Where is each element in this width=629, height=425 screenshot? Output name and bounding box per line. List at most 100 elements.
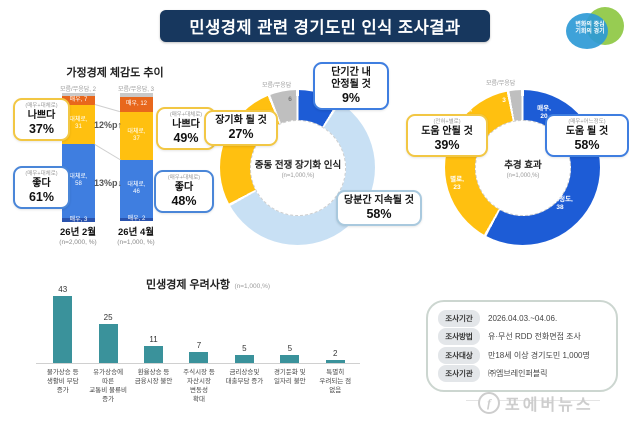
bar bbox=[234, 355, 254, 363]
bar-segment-매우: 매우, 7 bbox=[62, 95, 95, 105]
callout-label: 좋다 bbox=[174, 182, 194, 193]
concern-bar-column: 25 bbox=[85, 285, 130, 363]
bar-value: 7 bbox=[196, 340, 202, 350]
change-up-label: 12%p↑ bbox=[93, 120, 122, 130]
seg-value: 20 bbox=[540, 113, 548, 120]
callout-bad-feb: (매우+대체로) 나쁘다 37% bbox=[13, 98, 70, 141]
logo-slogan: 변화의 중심 기회의 경기 bbox=[568, 22, 612, 36]
bar bbox=[189, 351, 209, 363]
info-row-label: 조사방법 bbox=[438, 328, 480, 346]
budget-donut-title: 추경 효과 bbox=[504, 160, 542, 171]
category-label: 26년 2월 bbox=[60, 227, 96, 238]
callout-percent: 58% bbox=[574, 138, 600, 152]
callout-sub: (매우+대체로) bbox=[25, 103, 58, 109]
info-row-value: 만18세 이상 경기도민 1,000명 bbox=[488, 350, 590, 360]
info-row: 조사기간 2026.04.03.~04.06. bbox=[438, 310, 606, 327]
callout-good-feb: (매우+대체로) 좋다 61% bbox=[13, 166, 70, 209]
bar bbox=[325, 359, 345, 363]
callout-label: 도움 안될 것 bbox=[421, 126, 473, 137]
bar-value: 11 bbox=[149, 334, 158, 344]
budget-seg-somewhat: 어느정도, 38 bbox=[541, 196, 579, 212]
war-unknown-value: 6 bbox=[288, 96, 292, 103]
callout-percent: 61% bbox=[28, 190, 55, 204]
concern-category-label: 경기둔화 및 일자리 불안 bbox=[273, 369, 306, 385]
bar-segment-매우: 매우, 12 bbox=[120, 96, 153, 113]
bar-value: 5 bbox=[242, 344, 247, 354]
concern-bar-column: 7 bbox=[176, 285, 221, 363]
concern-category-label: 물가상승 등 생활비 부담 증가 bbox=[46, 369, 79, 394]
callout-label: 나쁘다 bbox=[27, 110, 56, 121]
forever-news-icon: f bbox=[478, 392, 500, 414]
concerns-category-labels: 물가상승 등 생활비 부담 증가 유가상승에 따른 교통비 물류비 증가 환율상승 … bbox=[40, 368, 358, 404]
seg-name: 별로, bbox=[450, 176, 464, 183]
bar-value: 25 bbox=[103, 312, 113, 322]
survey-info-box: 조사기간 2026.04.03.~04.06. 조사방법 유·무선 RDD 전화면접 … bbox=[426, 300, 618, 392]
concern-bar-column: 2 bbox=[313, 285, 358, 363]
info-row-label: 조사기관 bbox=[438, 364, 480, 382]
forever-news-watermark: f 포에버뉴스 bbox=[466, 391, 600, 415]
budget-seg-very: 매우, 20 bbox=[530, 105, 558, 121]
war-donut-title: 중동 전쟁 장기화 인식 bbox=[254, 160, 342, 171]
info-row-value: 유·무선 RDD 전화면접 조사 bbox=[488, 332, 581, 342]
budget-donut-center: 추경 효과 (n=1,000,%) bbox=[475, 120, 571, 216]
bar-segment-매우: 매우, 2 bbox=[120, 216, 153, 222]
callout-label: 도움 될 것 bbox=[565, 126, 609, 137]
x-axis-label-feb: 26년 2월 (n=2,000, %) bbox=[46, 224, 110, 246]
seg-value: 23 bbox=[453, 184, 461, 191]
callout-sub: (매우+대체로) bbox=[25, 171, 58, 177]
info-row: 조사대상 만18세 이상 경기도민 1,000명 bbox=[438, 346, 606, 364]
bar-value: 2 bbox=[333, 348, 338, 358]
segment-connector-line bbox=[94, 104, 120, 113]
callout-stabilize-soon: 단기간 내 안정될 것 9% bbox=[313, 62, 389, 110]
household-chart-title: 가정경제 체감도 추이 bbox=[66, 67, 164, 79]
info-row-label: 조사기간 bbox=[438, 310, 480, 327]
seg-name: 어느정도, bbox=[547, 196, 573, 203]
callout-will-help: (매우+어느정도) 도움 될 것 58% bbox=[545, 114, 629, 157]
callout-sub: (매우+어느정도) bbox=[568, 119, 606, 125]
bar bbox=[53, 296, 73, 363]
concern-category-label: 금리상승및 대출부담 증가 bbox=[225, 369, 264, 385]
callout-label: 장기화 될 것 bbox=[215, 115, 267, 126]
callout-percent: 39% bbox=[434, 138, 460, 152]
logo-slogan-line2: 기회의 경기 bbox=[575, 29, 605, 35]
info-row: 조사기관 ㈜엠브레인퍼블릭 bbox=[438, 364, 606, 382]
concern-category-label: 환율상승 등 금융시장 불안 bbox=[134, 369, 173, 385]
callout-sub: (매우+대체로) bbox=[169, 112, 203, 118]
household-unknown-label-apr: 모름/무응답, 3 bbox=[118, 87, 154, 93]
budget-unknown-label: 모름/무응답 bbox=[486, 81, 516, 87]
stacked-bar-apr: 매우, 12 대체로, 37 대체로, 46 매우, 2 bbox=[120, 93, 153, 222]
seg-name: 전혀, bbox=[458, 106, 472, 113]
bar-value: 5 bbox=[287, 344, 293, 354]
bar-segment-모름/무응답 bbox=[62, 93, 95, 96]
concerns-sample-size: (n=1,000,%) bbox=[234, 283, 271, 290]
budget-seg-unknown: 3 bbox=[502, 97, 506, 104]
page-title: 민생경제 관련 경기도민 인식 조사결과 bbox=[160, 10, 490, 42]
callout-no-help: (전혀+별로) 도움 안될 것 39% bbox=[406, 114, 488, 157]
info-row-label: 조사대상 bbox=[438, 346, 480, 364]
concern-bar-column: 43 bbox=[40, 285, 85, 363]
info-row-value: ㈜엠브레인퍼블릭 bbox=[488, 368, 548, 378]
budget-donut-sample: (n=1,000,%) bbox=[506, 173, 540, 179]
callout-label: 단기간 내 안정될 것 bbox=[331, 67, 371, 90]
callout-sub: (매우+대체로) bbox=[167, 175, 201, 181]
forever-news-text: 포에버뉴스 bbox=[505, 397, 594, 414]
concerns-title-text: 민생경제 우려사항 bbox=[145, 279, 230, 291]
seg-name: 매우, bbox=[537, 105, 551, 112]
callout-label: 당분간 지속될 것 bbox=[344, 195, 414, 206]
change-down-label: 13%p↓ bbox=[93, 178, 122, 188]
segment-connector-line bbox=[94, 144, 121, 161]
bar-segment-매우: 매우, 3 bbox=[62, 217, 95, 223]
bar-segment-모름/무응답 bbox=[120, 93, 153, 97]
callout-percent: 37% bbox=[28, 122, 55, 136]
info-row: 조사방법 유·무선 RDD 전화면접 조사 bbox=[438, 328, 606, 346]
gyeonggi-province-logo: 변화의 중심 기회의 경기 bbox=[566, 7, 626, 51]
logo-blue-circle-icon bbox=[566, 13, 608, 49]
sample-size-label: (n=2,000, %) bbox=[59, 239, 97, 246]
callout-percent: 49% bbox=[173, 131, 199, 145]
sample-size-label: (n=1,000, %) bbox=[117, 239, 155, 246]
budget-seg-notmuch: 별로, 23 bbox=[443, 176, 471, 192]
callout-percent: 9% bbox=[341, 91, 361, 105]
concerns-chart-title: 민생경제 우려사항 (n=1,000,%) bbox=[118, 275, 298, 293]
bar bbox=[280, 355, 300, 363]
